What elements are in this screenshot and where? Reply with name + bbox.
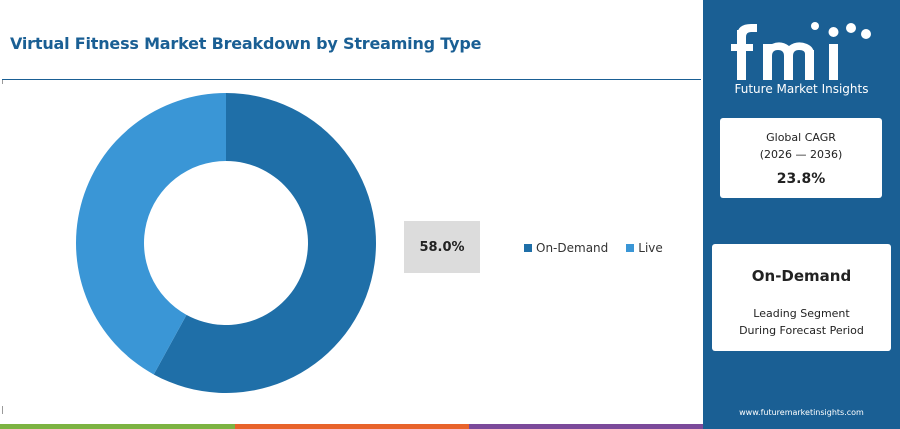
title-divider (2, 79, 701, 80)
donut-chart (75, 93, 376, 393)
leading-segment-name: On-Demand (751, 267, 852, 285)
legend-swatch-live (626, 244, 635, 252)
chart-legend: On-Demand Live (524, 241, 663, 255)
frame-tick (2, 80, 3, 84)
fmi-logo-icon (731, 22, 871, 80)
chart-panel: Virtual Fitness Market Breakdown by Stre… (2, 34, 701, 414)
legend-item-live: Live (626, 241, 663, 255)
value-callout: 58.0% (404, 221, 480, 273)
cagr-card: Global CAGR (2026 — 2036) 23.8% (720, 118, 882, 198)
cagr-label: Global CAGR (766, 131, 836, 144)
footer-bar-green (0, 424, 235, 429)
leading-segment-card: On-Demand Leading Segment During Forecas… (712, 244, 891, 351)
donut-slice-live (75, 93, 226, 375)
website-url: www.futuremarketinsights.com (739, 408, 864, 417)
chart-title: Virtual Fitness Market Breakdown by Stre… (10, 34, 482, 53)
cagr-period: (2026 — 2036) (759, 148, 843, 161)
legend-label-live: Live (638, 241, 663, 255)
legend-swatch-on-demand (524, 244, 532, 252)
footer-bar-purple (469, 424, 703, 429)
forecast-period-caption: During Forecast Period (739, 324, 864, 337)
info-sidebar: Future Market Insights Global CAGR (2026… (703, 0, 900, 429)
footer-bar-orange (235, 424, 469, 429)
leading-segment-caption: Leading Segment (753, 307, 850, 320)
value-callout-text: 58.0% (419, 239, 465, 255)
donut-slice-on-demand (153, 93, 376, 393)
logo-subtitle: Future Market Insights (734, 82, 869, 96)
frame-tick (2, 406, 3, 414)
legend-label-on-demand: On-Demand (536, 241, 609, 255)
legend-item-on-demand: On-Demand (524, 241, 608, 255)
cagr-value: 23.8% (776, 171, 826, 187)
